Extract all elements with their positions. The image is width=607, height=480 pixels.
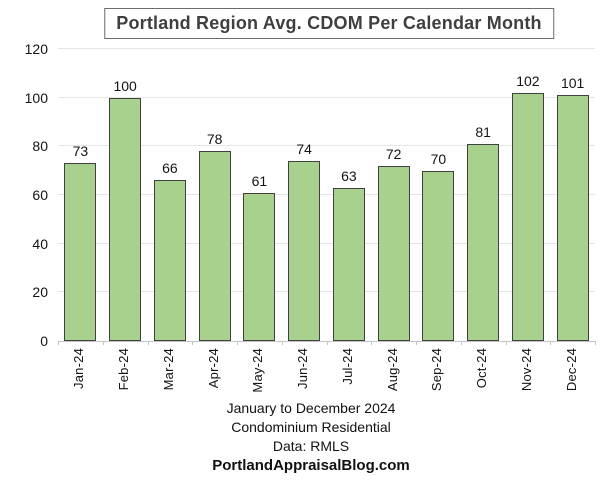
bar-value-label: 102: [516, 72, 540, 89]
y-axis-tick-label: 80: [32, 138, 48, 155]
bar-value-label: 78: [206, 131, 223, 148]
bar: [198, 151, 231, 341]
x-axis-tick-label: May-24: [250, 348, 266, 393]
footer-data-source: Data: RMLS: [272, 438, 350, 454]
bar: [511, 92, 544, 341]
y-axis-tick-label: 100: [24, 89, 48, 106]
x-axis-tick-mark: [192, 341, 194, 345]
footer-property-type: Condominium Residential: [231, 419, 391, 435]
bar-value-label: 73: [72, 143, 89, 160]
x-axis-tick-label: Mar-24: [160, 348, 176, 391]
x-axis-tick-mark: [147, 341, 149, 345]
gridline: [58, 291, 595, 293]
y-axis-tick-label: 120: [24, 41, 48, 57]
bar: [243, 192, 276, 341]
x-axis-tick-label: Nov-24: [518, 348, 534, 392]
x-axis-tick-mark: [237, 341, 238, 345]
bar: [153, 180, 186, 341]
bar: [422, 170, 455, 341]
bar-value-label: 61: [251, 172, 268, 189]
x-axis-tick-label: Aug-24: [384, 348, 400, 392]
bar-value-label: 101: [560, 75, 585, 92]
bar: [467, 143, 500, 341]
x-axis-tick-mark: [58, 341, 59, 345]
gridline: [58, 194, 595, 195]
gridline: [58, 242, 595, 244]
bar-value-label: 66: [162, 160, 178, 177]
x-axis-tick-mark: [550, 341, 552, 345]
plot-area: 73 100 66 78 61 74 63 72 70 81 102 101: [58, 48, 595, 342]
x-axis-tick-label: Dec-24: [563, 348, 579, 392]
bar: [288, 160, 321, 341]
x-axis-tick-label: Apr-24: [205, 348, 221, 389]
gridline: [58, 48, 595, 49]
gridline: [58, 96, 595, 98]
x-axis-tick-label: Feb-24: [116, 348, 132, 391]
bar-value-label: 74: [296, 140, 312, 157]
bar: [332, 187, 365, 341]
bar-value-label: 70: [430, 150, 447, 167]
y-axis-tick-label: 40: [32, 235, 48, 252]
bar: [556, 95, 589, 341]
x-axis-tick-mark: [416, 341, 417, 345]
x-axis-tick-label: Jul-24: [339, 348, 355, 385]
gridline: [58, 145, 595, 147]
bar-value-label: 81: [475, 123, 491, 140]
y-axis-tick-label: 60: [32, 187, 48, 203]
bar: [64, 163, 97, 341]
bar: [109, 97, 142, 341]
x-axis-tick-mark: [595, 341, 596, 345]
x-axis-tick-label: Jan-24: [71, 348, 87, 389]
x-axis-tick-mark: [460, 341, 462, 345]
x-axis-tick-mark: [371, 341, 373, 345]
x-axis-tick-mark: [102, 341, 104, 345]
x-axis-tick-mark: [505, 341, 507, 345]
y-axis-tick-label: 20: [32, 284, 48, 301]
chart-title: Portland Region Avg. CDOM Per Calendar M…: [104, 8, 554, 39]
x-axis-tick-mark: [281, 341, 283, 345]
x-axis-tick-mark: [326, 341, 328, 345]
x-axis-tick-label: Oct-24: [474, 348, 490, 389]
chart-footer: January to December 2024 Condominium Res…: [15, 399, 607, 475]
x-axis-tick-label: Sep-24: [429, 348, 445, 392]
x-axis-tick-label: Jun-24: [295, 348, 311, 389]
footer-blog-url: PortlandAppraisalBlog.com: [212, 457, 410, 474]
bar-value-label: 63: [341, 167, 357, 184]
footer-date-range: January to December 2024: [226, 400, 396, 416]
bar-value-label: 100: [113, 77, 137, 94]
bar-value-label: 72: [385, 145, 402, 162]
y-axis-tick-label: 0: [40, 333, 48, 349]
bar: [377, 165, 410, 341]
